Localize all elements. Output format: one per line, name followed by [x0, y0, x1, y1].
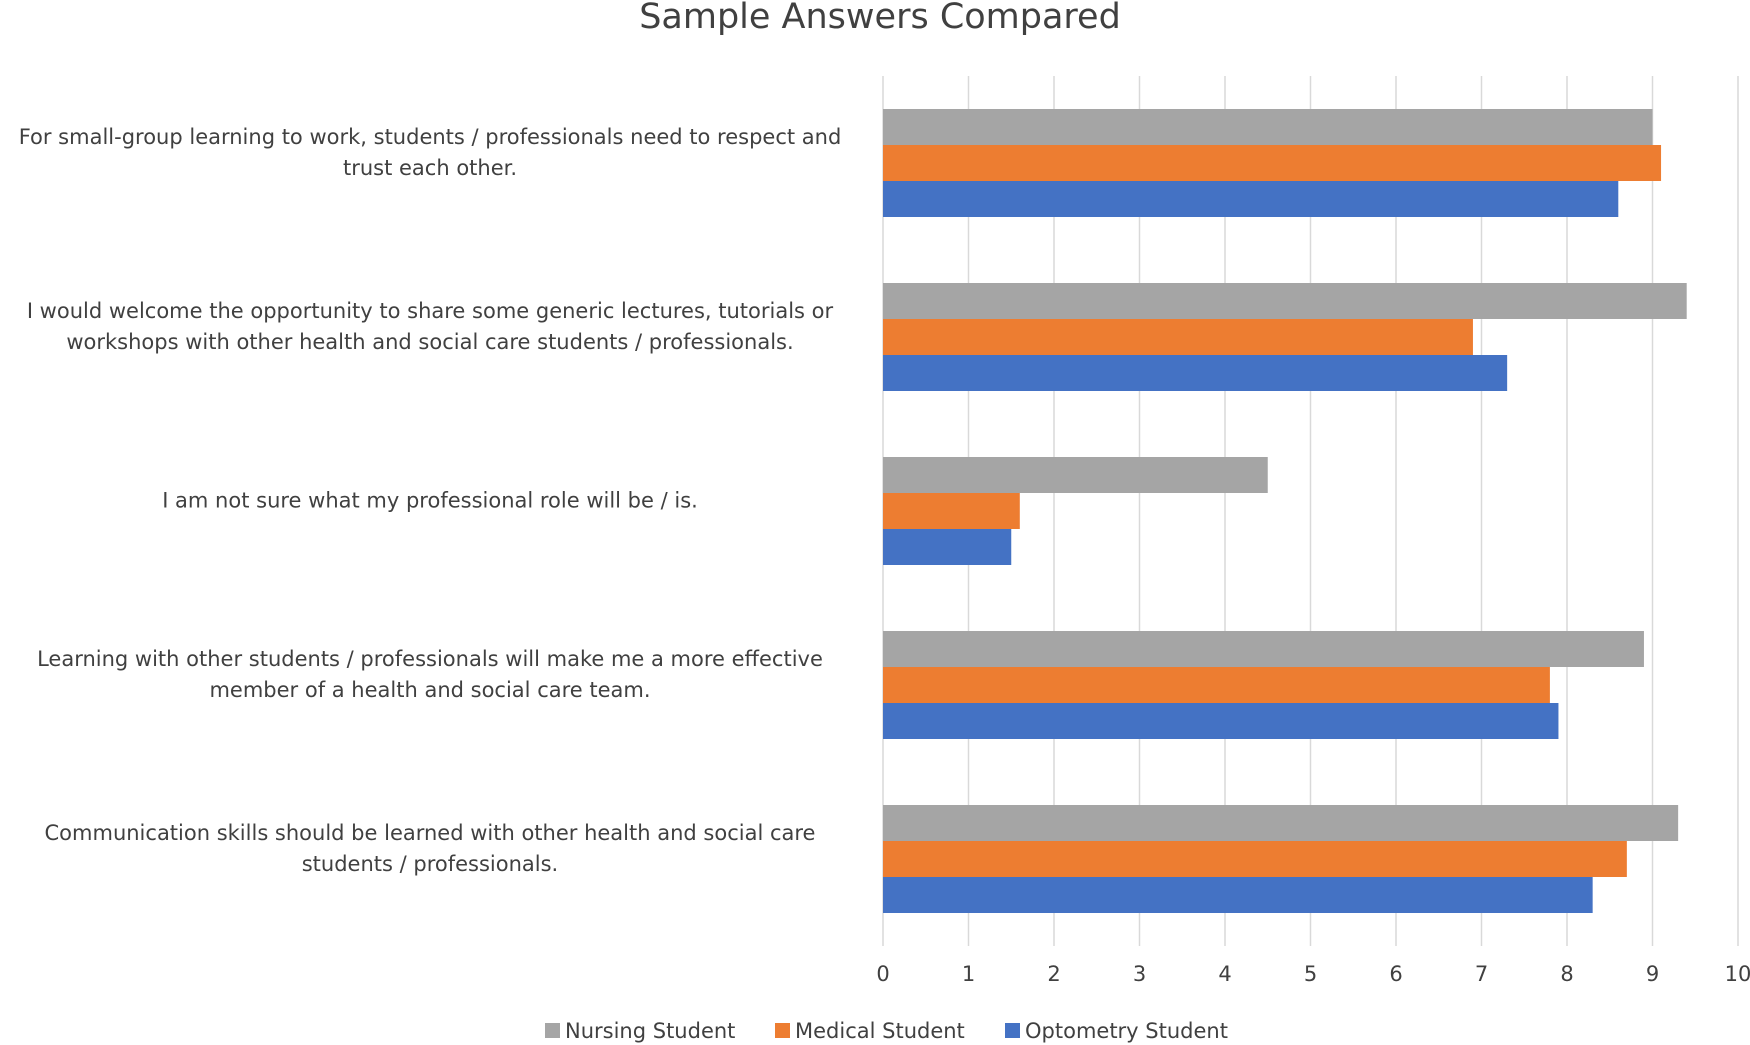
x-tick-label: 5 — [1304, 962, 1317, 986]
x-tick-label: 0 — [876, 962, 889, 986]
bar — [883, 457, 1268, 493]
x-tick-label: 9 — [1646, 962, 1659, 986]
bar — [883, 631, 1644, 667]
bar — [883, 283, 1687, 319]
bar — [883, 493, 1020, 529]
x-tick-label: 2 — [1047, 962, 1060, 986]
category-label: Learning with other students / professio… — [37, 647, 823, 702]
legend-swatch — [775, 1023, 790, 1038]
chart-title: Sample Answers Compared — [639, 0, 1121, 37]
x-tick-label: 1 — [962, 962, 975, 986]
x-tick-label: 6 — [1389, 962, 1402, 986]
x-tick-label: 7 — [1475, 962, 1488, 986]
bar — [883, 145, 1662, 181]
category-label: I would welcome the opportunity to share… — [26, 299, 834, 354]
bar — [883, 319, 1473, 355]
category-label: For small-group learning to work, studen… — [18, 125, 842, 180]
bar — [883, 355, 1508, 391]
legend-label: Nursing Student — [565, 1019, 735, 1043]
bar — [883, 109, 1653, 145]
x-tick-label: 4 — [1218, 962, 1231, 986]
category-label: I am not sure what my professional role … — [162, 488, 698, 513]
legend-swatch — [545, 1023, 560, 1038]
legend-label: Medical Student — [795, 1019, 965, 1043]
x-tick-label: 10 — [1725, 962, 1750, 986]
legend-swatch — [1005, 1023, 1020, 1038]
x-tick-label: 3 — [1133, 962, 1146, 986]
bar — [883, 181, 1619, 217]
bar — [883, 841, 1627, 877]
category-label: Communication skills should be learned w… — [44, 821, 816, 876]
bar — [883, 667, 1550, 703]
bar — [883, 805, 1679, 841]
bar — [883, 877, 1593, 913]
legend-label: Optometry Student — [1025, 1019, 1228, 1043]
x-tick-label: 8 — [1560, 962, 1573, 986]
bar — [883, 703, 1559, 739]
bar — [883, 529, 1012, 565]
